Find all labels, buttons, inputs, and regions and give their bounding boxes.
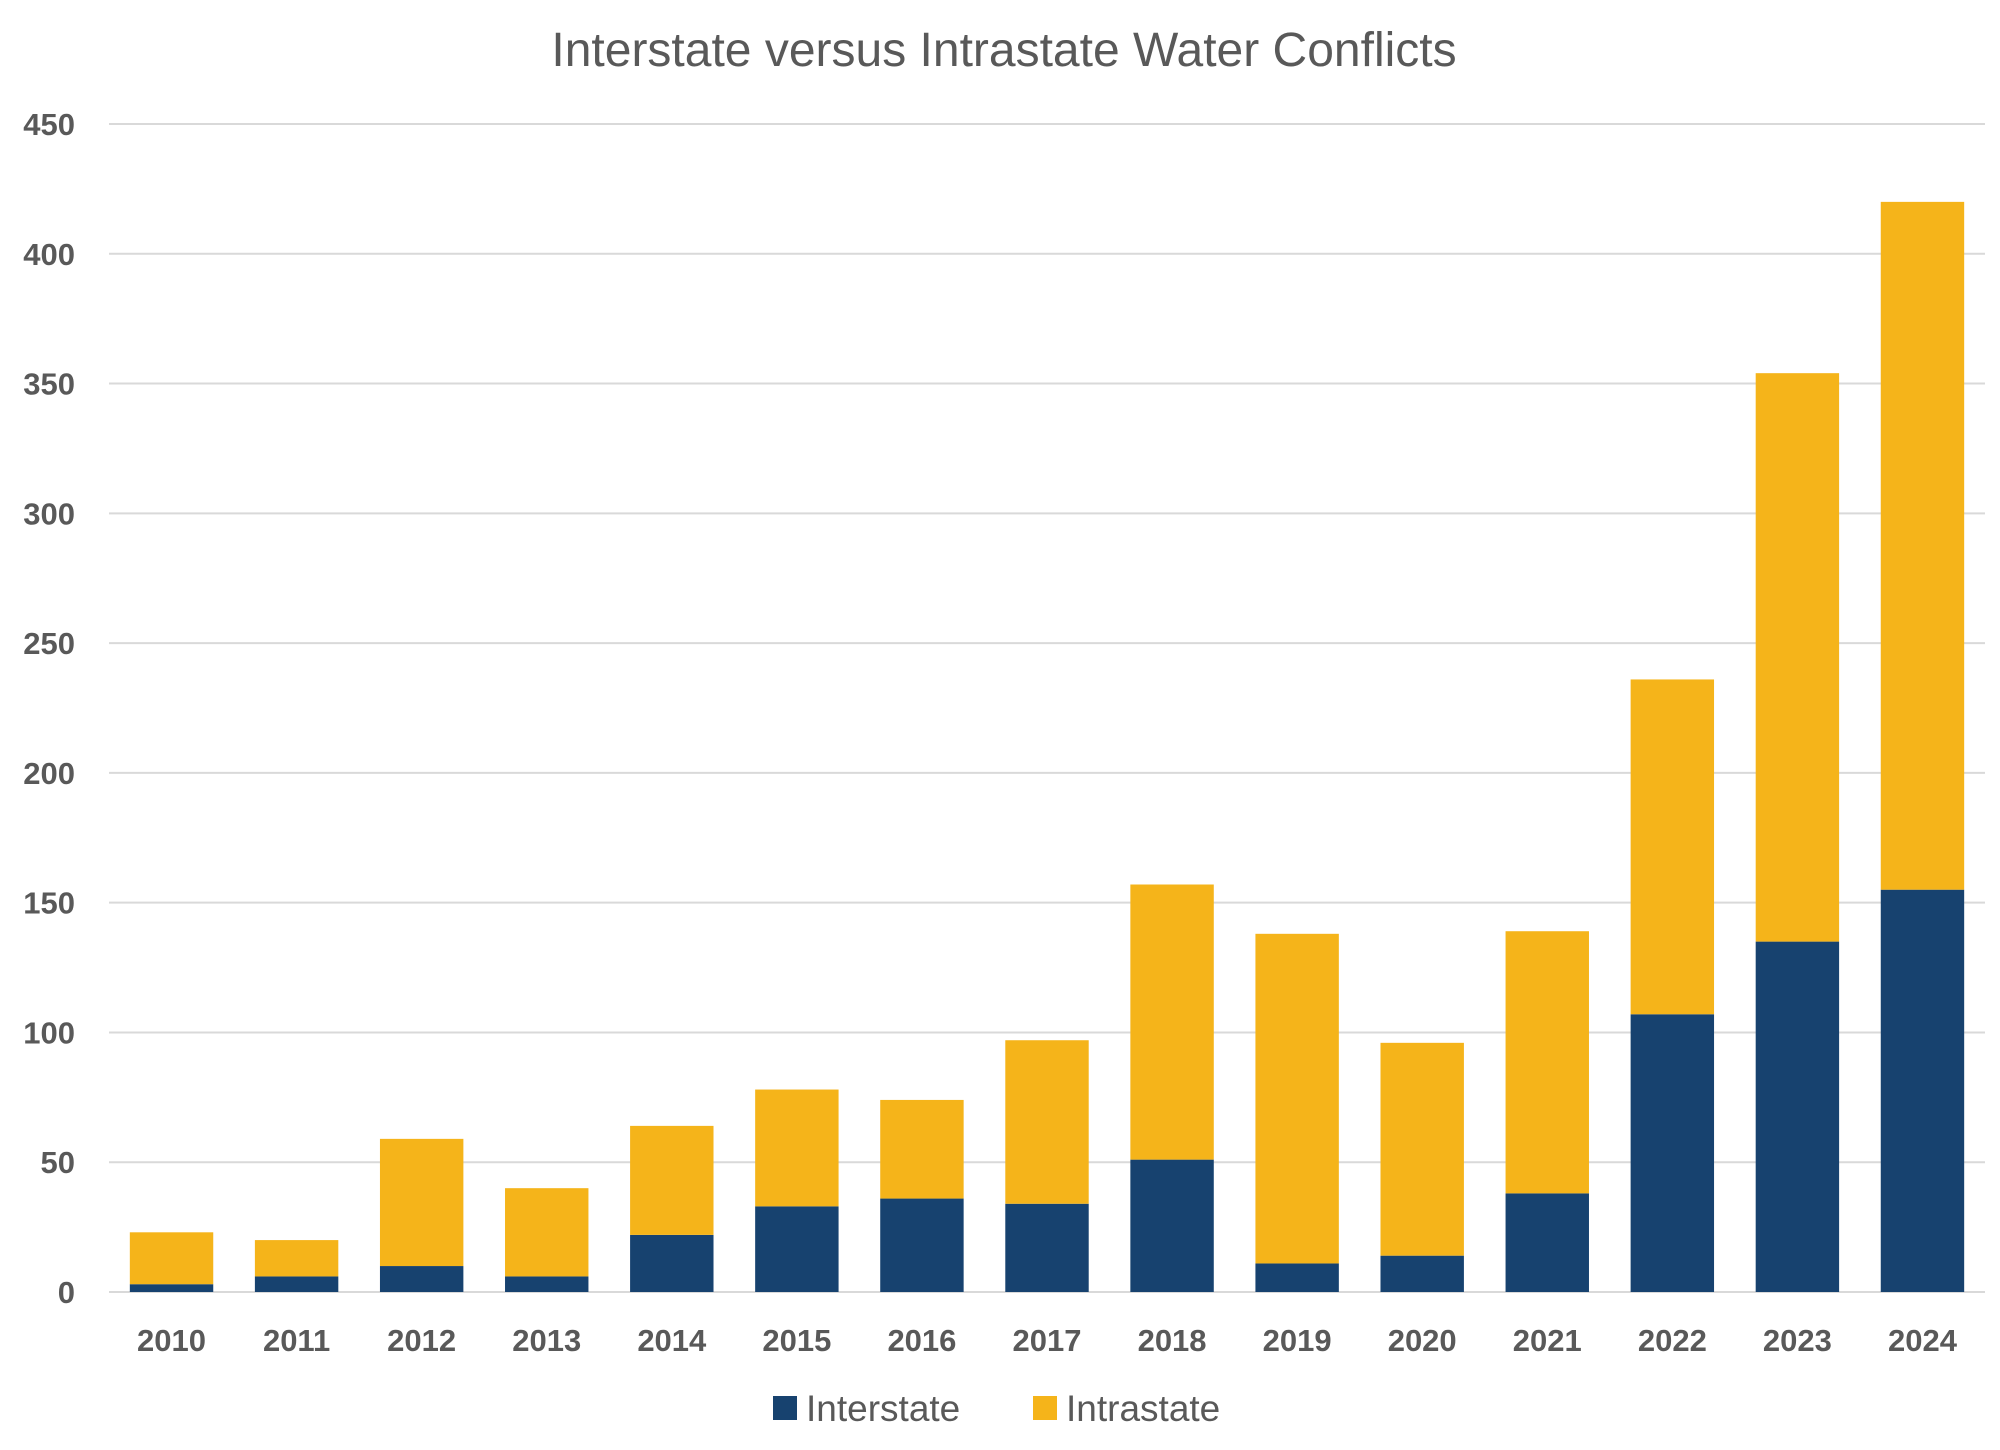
x-tick-label: 2020 [1388, 1323, 1457, 1358]
x-tick-label: 2013 [512, 1323, 581, 1358]
legend-label-interstate: Interstate [806, 1388, 960, 1429]
x-tick-label: 2019 [1263, 1323, 1332, 1358]
bar-intrastate-2017 [1005, 1040, 1089, 1204]
bar-interstate-2023 [1755, 941, 1840, 1292]
bar-interstate-2020 [1380, 1255, 1464, 1292]
bar-intrastate-2011 [254, 1240, 339, 1277]
x-tick-label: 2016 [887, 1323, 956, 1358]
bar-intrastate-2015 [755, 1089, 839, 1207]
y-tick-label: 150 [23, 886, 75, 921]
bar-intrastate-2014 [630, 1125, 714, 1235]
bar-interstate-2013 [505, 1276, 589, 1292]
x-axis-ticks: 2010 2011 2012 2013 2014 2015 2016 2017 2018 2019… [137, 1323, 1958, 1358]
bar-intrastate-2024 [1880, 201, 1965, 890]
bar-interstate-2014 [630, 1234, 714, 1292]
x-tick-label: 2015 [762, 1323, 831, 1358]
x-tick-label: 2018 [1138, 1323, 1207, 1358]
bar-interstate-2011 [254, 1276, 339, 1292]
y-tick-label: 450 [23, 107, 75, 142]
y-axis-ticks: 0 50 100 150 200 250 300 350 400 450 [23, 107, 75, 1310]
legend-swatch-intrastate [1033, 1396, 1057, 1420]
bar-interstate-2015 [755, 1206, 839, 1292]
bar-interstate-2022 [1630, 1014, 1715, 1292]
x-tick-label: 2017 [1013, 1323, 1082, 1358]
y-tick-label: 400 [23, 237, 75, 272]
bar-intrastate-2010 [129, 1232, 214, 1285]
bar-intrastate-2022 [1630, 679, 1715, 1015]
y-tick-label: 350 [23, 367, 75, 402]
y-tick-label: 200 [23, 756, 75, 791]
bar-intrastate-2012 [379, 1138, 464, 1267]
bar-intrastate-2016 [880, 1099, 964, 1199]
bar-interstate-2019 [1255, 1263, 1339, 1292]
chart-title: Interstate versus Intrastate Water Confl… [551, 24, 1456, 77]
bar-interstate-2012 [379, 1266, 464, 1292]
x-tick-label: 2022 [1638, 1323, 1707, 1358]
y-tick-label: 250 [23, 626, 75, 661]
bar-intrastate-2018 [1130, 884, 1214, 1160]
bar-interstate-2010 [129, 1284, 214, 1292]
x-tick-label: 2021 [1513, 1323, 1582, 1358]
bar-intrastate-2020 [1380, 1042, 1464, 1256]
x-tick-label: 2023 [1763, 1323, 1832, 1358]
x-tick-label: 2010 [137, 1323, 206, 1358]
y-tick-label: 300 [23, 496, 75, 531]
bar-intrastate-2019 [1255, 933, 1339, 1264]
x-tick-label: 2011 [263, 1323, 330, 1358]
bar-interstate-2018 [1130, 1159, 1214, 1292]
x-tick-label: 2014 [637, 1323, 707, 1358]
bar-intrastate-2013 [505, 1188, 589, 1277]
bar-interstate-2016 [880, 1198, 964, 1292]
y-tick-label: 0 [58, 1275, 75, 1310]
bar-intrastate-2021 [1505, 931, 1589, 1194]
bar-interstate-2024 [1880, 889, 1965, 1292]
y-tick-label: 100 [23, 1015, 75, 1050]
x-tick-label: 2012 [387, 1323, 456, 1358]
legend: Interstate Intrastate [773, 1388, 1220, 1429]
bar-interstate-2021 [1505, 1193, 1589, 1292]
bar-intrastate-2023 [1755, 373, 1840, 942]
legend-label-intrastate: Intrastate [1066, 1388, 1220, 1429]
y-tick-label: 50 [41, 1145, 75, 1180]
bars [129, 201, 1965, 1292]
x-tick-label: 2024 [1888, 1323, 1958, 1358]
legend-swatch-interstate [773, 1396, 797, 1420]
bar-interstate-2017 [1005, 1203, 1089, 1292]
